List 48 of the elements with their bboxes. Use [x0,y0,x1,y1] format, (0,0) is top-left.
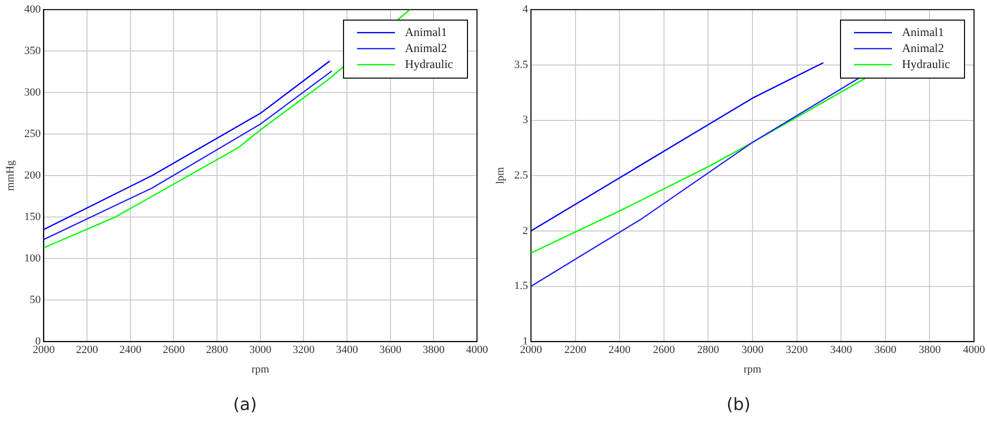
x-tick-label: 4000 [963,344,986,356]
x-tick-label: 3000 [249,344,272,356]
y-tick-label: 200 [24,169,42,182]
x-tick-label: 3400 [830,344,853,356]
x-tick-label: 2400 [119,344,142,356]
x-tick-label: 3800 [422,344,446,356]
y-tick-label: 350 [24,44,42,57]
y-tick-label: 150 [24,210,42,223]
y-axis-title: mmHg [4,160,16,191]
x-tick-label: 3200 [292,344,316,356]
x-tick-label: 3200 [786,344,808,356]
y-tick-label: 3 [522,114,528,126]
x-tick-label: 4000 [466,344,488,356]
x-tick-label: 2600 [652,344,676,356]
x-axis-title: rpm [744,363,762,376]
x-tick-label: 2200 [564,344,587,356]
x-tick-label: 2600 [162,344,186,356]
y-tick-label: 2.5 [514,169,528,182]
legend-label: Hydraulic [405,56,453,71]
x-tick-label: 2000 [32,344,56,356]
y-tick-label: 250 [24,128,42,140]
x-tick-label: 2800 [206,344,229,356]
x-axis-title: rpm [251,363,270,376]
y-tick-label: 4 [522,3,528,16]
legend-label: Animal1 [405,24,448,39]
y-tick-label: 3.5 [514,58,528,71]
x-tick-label: 3600 [379,344,402,356]
x-tick-label: 3000 [741,344,764,356]
text: (a) [232,395,258,415]
y-tick-label: 400 [24,3,42,16]
y-tick-label: 1.5 [514,280,528,292]
x-tick-label: 3400 [336,344,359,356]
x-tick-label: 2800 [697,344,720,356]
y-axis-title: lpm [494,166,506,184]
legend-label: Hydraulic [902,56,950,71]
x-tick-label: 2400 [608,344,632,356]
y-tick-label: 300 [24,86,42,98]
x-tick-label: 3600 [874,344,897,356]
legend-label: Animal2 [902,40,944,55]
x-tick-label: 2000 [520,344,542,356]
text: (b) [725,395,752,415]
x-tick-label: 2200 [76,344,99,356]
y-tick-label: 50 [30,294,42,306]
legend-label: Animal1 [902,24,944,39]
y-tick-label: 100 [24,252,42,264]
legend-label: Animal2 [405,40,448,55]
x-tick-label: 3800 [918,344,942,356]
y-tick-label: 2 [522,224,528,237]
